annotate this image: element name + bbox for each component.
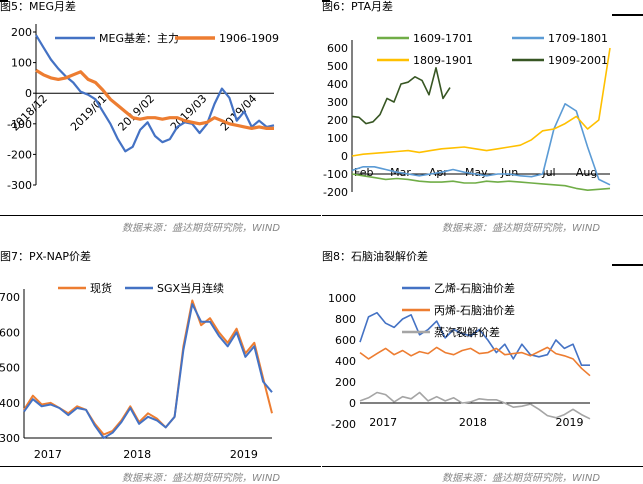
series-line	[359, 311, 590, 366]
y-tick-label: 0	[341, 150, 348, 163]
y-tick-label: 100	[11, 57, 32, 70]
panel7-source: 数据来源：盛达期货研究院，WIND	[122, 473, 281, 484]
series-line	[359, 391, 591, 420]
y-tick-label: 1000	[328, 292, 356, 305]
panel6-title: 图6：PTA月差	[322, 0, 394, 13]
y-tick-label: 300	[327, 96, 348, 109]
series-line	[351, 103, 611, 186]
x-tick-label: 2018	[459, 416, 487, 429]
legend-label: 蒸汽裂解价差	[434, 325, 500, 339]
y-tick-label: 500	[327, 60, 348, 73]
series-line	[35, 68, 274, 131]
x-tick-label: Aug	[576, 166, 597, 179]
series-line	[23, 299, 273, 436]
series-line	[351, 47, 611, 157]
y-tick-label: 400	[0, 397, 20, 410]
legend-label: 现货	[90, 281, 112, 295]
legend-label: 丙烯-石脑油价差	[434, 303, 515, 317]
series-line	[351, 66, 451, 125]
x-tick-label: Jun	[500, 166, 518, 179]
y-tick-label: 500	[0, 362, 20, 375]
x-tick-label: 2019	[556, 416, 584, 429]
y-tick-label: -200	[331, 418, 356, 431]
panel8-title: 图8：石脑油裂解价差	[322, 250, 428, 263]
legend-label: SGX当月连续	[157, 281, 224, 295]
y-tick-label: 200	[327, 114, 348, 127]
panel8-source: 数据来源：盛达期货研究院，WIND	[442, 473, 601, 484]
panel6-topbar	[322, 0, 330, 2]
y-tick-label: 300	[0, 432, 20, 445]
legend-label: 1906-1909	[219, 32, 279, 45]
y-tick-label: 100	[327, 132, 348, 145]
y-tick-label: 600	[327, 42, 348, 55]
series-line	[23, 303, 273, 439]
y-tick-label: 200	[11, 26, 32, 39]
series-line	[359, 346, 591, 377]
y-tick-label: 0	[25, 87, 32, 100]
panel5-rule	[0, 215, 321, 216]
panel7-rule	[0, 466, 321, 467]
x-tick-label: Jul	[541, 166, 555, 179]
legend-label: 1709-1801	[548, 32, 608, 45]
y-tick-label: 600	[335, 334, 356, 347]
series-line	[351, 173, 611, 191]
y-tick-label: -300	[7, 179, 32, 192]
x-tick-label: 2017	[369, 416, 397, 429]
panel8-corner-bar	[612, 264, 643, 266]
legend-label: 1609-1701	[413, 32, 473, 45]
legend-label: MEG基差：主力	[99, 31, 179, 45]
panel6-source: 数据来源：盛达期货研究院，WIND	[442, 223, 601, 234]
panel8-rule	[322, 466, 643, 467]
y-tick-label: -200	[323, 186, 348, 199]
x-tick-label: 2018	[123, 448, 151, 461]
y-tick-label: 700	[0, 291, 20, 304]
x-tick-label: 2017	[34, 448, 62, 461]
panel5-source: 数据来源：盛达期货研究院，WIND	[122, 223, 281, 234]
y-tick-label: 800	[335, 313, 356, 326]
y-tick-label: 400	[335, 355, 356, 368]
panel5-title: 图5：MEG月差	[0, 0, 76, 13]
legend-label: 1909-2001	[548, 54, 608, 67]
naphtha-crack-spread-chart: 1000 800 600 400 200 0 -200 2017 2018 2019 乙烯-石脑油价…	[328, 281, 591, 431]
px-nap-spread-chart: 700 600 500 400 300 2017 2018 2019 现货 SGX当月连续	[0, 281, 273, 461]
y-tick-label: 400	[327, 78, 348, 91]
series-line	[35, 34, 275, 153]
y-tick-label: -200	[7, 148, 32, 161]
panel7-title: 图7：PX-NAP价差	[0, 250, 91, 263]
legend-label: 乙烯-石脑油价差	[434, 281, 515, 295]
panel6-corner-bar	[612, 14, 643, 16]
panel5-topbar	[0, 0, 8, 2]
y-tick-label: -100	[7, 118, 32, 131]
legend-label: 1809-1901	[413, 54, 473, 67]
y-tick-label: 0	[349, 397, 356, 410]
y-tick-label: 600	[0, 326, 20, 339]
panel6-rule	[322, 215, 643, 216]
y-tick-label: -100	[323, 168, 348, 181]
y-tick-label: 200	[335, 376, 356, 389]
x-tick-label: 2019	[230, 448, 258, 461]
